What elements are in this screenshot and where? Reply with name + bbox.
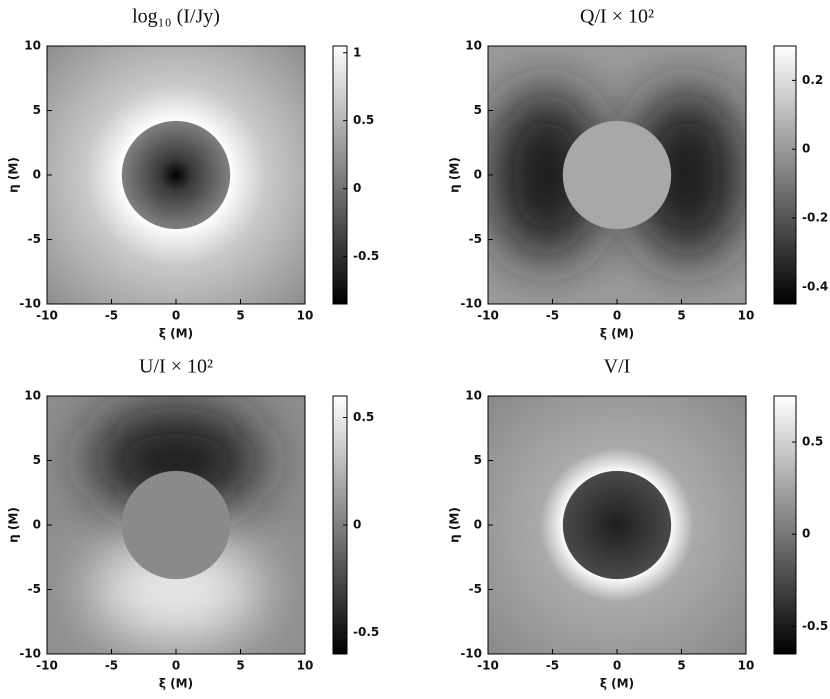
colorbar-tick-label: -0.2 [802,211,828,225]
x-axis-label: ξ (M) [600,327,634,341]
heatmap [488,46,746,304]
colorbar-tick-label: 0.5 [353,113,374,127]
y-tick-label: 10 [24,389,41,403]
x-tick-label: -5 [105,309,118,323]
colorbar-tick-label: 0 [353,181,361,195]
x-tick-label: -10 [477,659,499,673]
y-tick-label: 5 [474,453,482,467]
heatmap-lobe [488,88,607,262]
colorbar-tick-label: 0.2 [802,73,823,87]
panel-title: log₁₀ (I/Jy) [132,6,220,28]
y-tick-label: 10 [24,39,41,53]
heatmap-lobe [89,535,263,645]
heatmap-disk [562,120,672,230]
colorbar-tick-label: -0.5 [802,619,828,633]
y-tick-label: 5 [33,453,41,467]
y-tick-label: 0 [33,168,41,182]
colorbar-tick-label: 1 [353,45,361,59]
panel-title: V/I [604,356,631,378]
y-tick-label: -10 [460,297,482,311]
heatmap [488,396,746,654]
colorbar-tick-label: 0.5 [353,410,374,424]
x-tick-label: 0 [172,659,180,673]
x-axis-label: ξ (M) [159,327,193,341]
y-axis-label: η (M) [7,157,21,193]
y-tick-label: -5 [469,232,482,246]
x-tick-label: 5 [677,309,685,323]
colorbar [773,45,797,305]
colorbar-tick-label: -0.5 [353,249,379,263]
x-tick-label: 5 [236,659,244,673]
colorbar-tick-label: 0.5 [802,435,823,449]
colorbar-tick-label: 0 [802,527,810,541]
x-tick-label: -10 [477,309,499,323]
y-tick-label: -10 [460,647,482,661]
x-tick-label: 0 [613,659,621,673]
x-axis-label: ξ (M) [159,677,193,691]
x-tick-label: -10 [36,659,58,673]
x-tick-label: 10 [738,309,755,323]
x-tick-label: -10 [36,309,58,323]
x-tick-label: 5 [236,309,244,323]
x-tick-label: 0 [172,309,180,323]
y-axis-label: η (M) [448,157,462,193]
y-tick-label: 10 [465,389,482,403]
x-tick-label: 5 [677,659,685,673]
panel-title: U/I × 10² [139,356,213,378]
y-tick-label: 5 [474,103,482,117]
y-axis-label: η (M) [7,507,21,543]
colorbar-tick-label: -0.5 [353,625,379,639]
x-tick-label: -5 [546,309,559,323]
y-axis-label: η (M) [448,507,462,543]
heatmap-disk [121,120,231,230]
y-tick-label: 0 [474,518,482,532]
x-tick-label: -5 [105,659,118,673]
x-axis-label: ξ (M) [600,677,634,691]
x-tick-label: 10 [738,659,755,673]
y-tick-label: -5 [28,582,41,596]
y-tick-label: 0 [33,518,41,532]
x-tick-label: 0 [613,309,621,323]
x-tick-label: 10 [297,309,314,323]
heatmap [47,46,305,304]
colorbar [773,395,797,655]
colorbar-tick-label: 0 [353,518,361,532]
heatmap-lobe [627,88,746,262]
x-tick-label: 10 [297,659,314,673]
y-tick-label: -10 [19,647,41,661]
heatmap [47,396,305,654]
y-tick-label: -5 [469,582,482,596]
colorbar-tick-label: 0 [802,142,810,156]
y-tick-label: 0 [474,168,482,182]
heatmap-disk [121,470,231,580]
y-tick-label: -5 [28,232,41,246]
colorbar [332,45,348,305]
x-tick-label: -5 [546,659,559,673]
heatmap-disk [562,470,672,580]
y-tick-label: 5 [33,103,41,117]
panel-title: Q/I × 10² [580,6,654,28]
y-tick-label: -10 [19,297,41,311]
y-tick-label: 10 [465,39,482,53]
colorbar-tick-label: -0.4 [802,279,828,293]
heatmap-lobe [89,405,263,515]
